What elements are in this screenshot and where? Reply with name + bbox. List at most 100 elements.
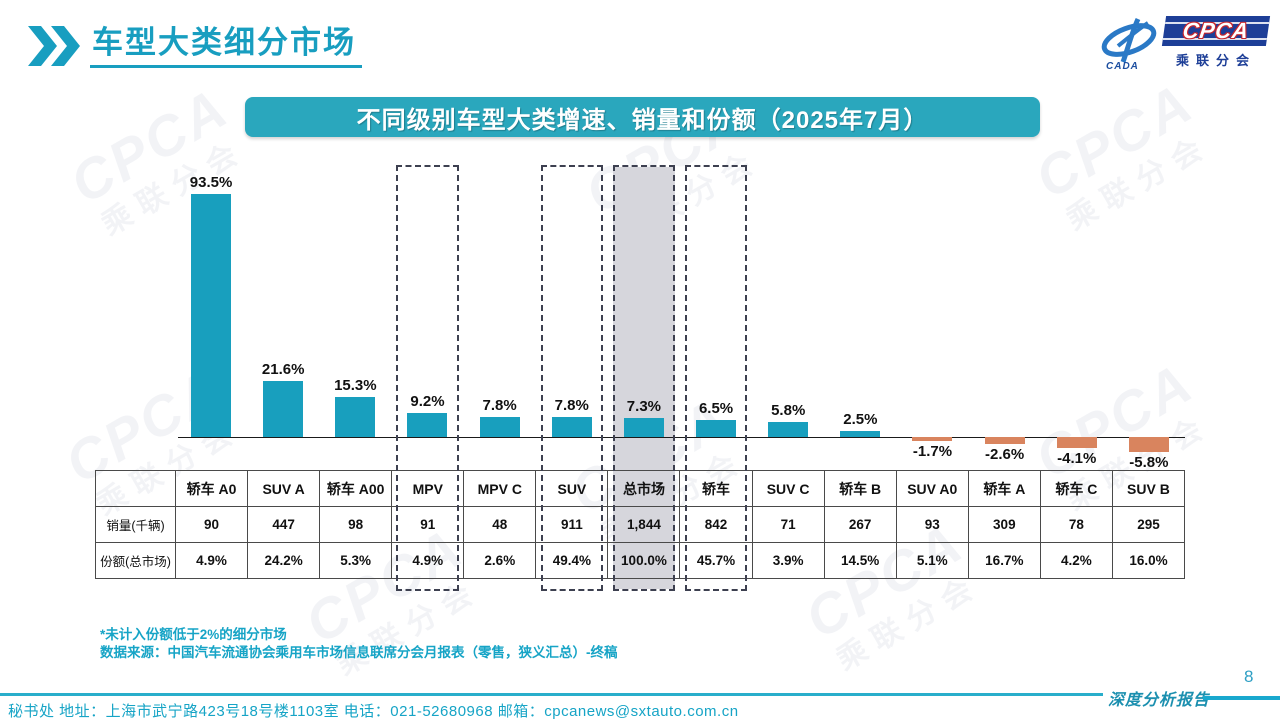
cpca-chinese-name: 乘联分会 <box>1175 53 1256 68</box>
report-type-label: 深度分析报告 <box>1108 692 1211 709</box>
bar-轿车 <box>696 420 737 437</box>
footnote-share-threshold: *未计入份额低于2%的细分市场 <box>100 627 287 642</box>
bar-轿车 A0 <box>191 193 232 437</box>
cell-销量(千辆)-SUV A: 447 <box>248 507 321 543</box>
cell-销量(千辆)-轿车 A0: 90 <box>176 507 249 543</box>
bar-轿车 A <box>984 437 1025 444</box>
contact-info: 秘书处 地址：上海市武宁路423号18号楼1103室 电话：021-526809… <box>8 703 739 720</box>
bar-value-label: 15.3% <box>334 377 377 395</box>
cell-份额(总市场)-SUV: 49.4% <box>536 543 609 579</box>
cell-份额(总市场)-SUV A0: 5.1% <box>896 543 969 579</box>
bar-value-label: 5.8% <box>771 401 806 419</box>
header-cell-轿车 B: 轿车 B <box>824 471 897 507</box>
chart-column-SUV: 7.8% <box>536 165 608 470</box>
bar-SUV B <box>1128 437 1169 453</box>
footnote-data-source: 数据来源：中国汽车流通协会乘用车市场信息联席分会月报表（零售，狭义汇总）-终稿 <box>100 645 618 660</box>
data-table: 轿车 A0 SUV A 轿车 A00 MPV MPV C SUV 总市场 轿车 SUV C 轿车 … <box>95 470 1185 579</box>
cpca-swoosh-icon: CADA <box>1098 16 1162 72</box>
cell-销量(千辆)-总市场: 1,844 <box>608 507 681 543</box>
page-number: 8 <box>1244 667 1254 686</box>
cell-销量(千辆)-SUV: 911 <box>536 507 609 543</box>
cell-份额(总市场)-SUV A: 24.2% <box>248 543 321 579</box>
footnotes: *未计入份额低于2%的细分市场 数据来源：中国汽车流通协会乘用车市场信息联席分会… <box>100 626 618 662</box>
bar-columns: 93.5% 21.6% 15.3% 9.2% 7.8% 7.8% 7.3% 6.5% 5.8% 2… <box>175 165 1185 472</box>
header: 车型大类细分市场 <box>28 25 362 71</box>
header-cell-SUV: SUV <box>536 471 609 507</box>
bar-chart: 93.5% 21.6% 15.3% 9.2% 7.8% 7.8% 7.3% 6.5% 5.8% 2… <box>175 165 1185 472</box>
bar-SUV A0 <box>912 437 953 442</box>
cpca-logo-box: CPCA <box>1161 16 1271 46</box>
cell-销量(千辆)-轿车: 842 <box>680 507 753 543</box>
header-cell-轿车 A: 轿车 A <box>968 471 1041 507</box>
cell-份额(总市场)-轿车 A0: 4.9% <box>176 543 249 579</box>
cpca-acronym: CPCA <box>1181 18 1251 43</box>
header-cell-SUV A: SUV A <box>248 471 321 507</box>
cell-份额(总市场)-SUV C: 3.9% <box>752 543 825 579</box>
double-chevron-icon <box>28 26 82 71</box>
bar-value-label: -2.6% <box>985 445 1025 463</box>
bar-SUV A <box>263 380 304 437</box>
cell-销量(千辆)-轿车 A: 309 <box>968 507 1041 543</box>
bar-SUV C <box>768 421 809 437</box>
cell-份额(总市场)-轿车 B: 14.5% <box>824 543 897 579</box>
footer-divider-line <box>0 693 1103 696</box>
cell-销量(千辆)-轿车 B: 267 <box>824 507 897 543</box>
cell-销量(千辆)-MPV C: 48 <box>464 507 537 543</box>
table-corner-cell <box>96 471 176 507</box>
cell-份额(总市场)-轿车 A: 16.7% <box>968 543 1041 579</box>
chart-column-轿车 B: 2.5% <box>824 165 896 470</box>
chart-column-MPV C: 7.8% <box>464 165 536 470</box>
bar-value-label: 7.8% <box>554 396 589 414</box>
bar-value-label: -1.7% <box>912 443 953 461</box>
row-label-销量(千辆): 销量(千辆) <box>96 507 176 543</box>
header-cell-总市场: 总市场 <box>608 471 681 507</box>
cell-销量(千辆)-轿车 A00: 98 <box>320 507 393 543</box>
cell-份额(总市场)-SUV B: 16.0% <box>1112 543 1185 579</box>
x-axis-line <box>178 437 1185 438</box>
cpca-logo-text: CPCA 乘联分会 <box>1161 16 1271 69</box>
header-cell-轿车 C: 轿车 C <box>1040 471 1113 507</box>
row-label-份额(总市场): 份额(总市场) <box>96 543 176 579</box>
cell-销量(千辆)-MPV: 91 <box>392 507 465 543</box>
cpca-logo: CADA CPCA 乘联分会 <box>1098 16 1271 72</box>
footer-divider-line-right <box>1203 696 1280 700</box>
cada-text: CADA <box>1106 61 1139 72</box>
cell-份额(总市场)-轿车 A00: 5.3% <box>320 543 393 579</box>
chart-column-SUV B: -5.8% <box>1113 165 1185 472</box>
cell-份额(总市场)-MPV: 4.9% <box>392 543 465 579</box>
chart-column-SUV C: 5.8% <box>752 165 824 470</box>
cell-份额(总市场)-总市场: 100.0% <box>608 543 681 579</box>
chart-column-轿车 A0: 93.5% <box>175 165 247 470</box>
bar-value-label: 21.6% <box>261 360 305 378</box>
header-cell-SUV B: SUV B <box>1112 471 1185 507</box>
bar-value-label: 7.8% <box>482 396 517 414</box>
bar-总市场 <box>623 418 664 437</box>
header-cell-轿车 A0: 轿车 A0 <box>176 471 249 507</box>
chart-column-MPV: 9.2% <box>391 165 463 470</box>
page-title: 车型大类细分市场 <box>90 25 362 69</box>
bar-轿车 B <box>840 430 881 437</box>
bar-value-label: 93.5% <box>189 173 233 191</box>
bar-value-label: 7.3% <box>626 398 662 416</box>
cell-销量(千辆)-轿车 C: 78 <box>1040 507 1113 543</box>
header-cell-SUV C: SUV C <box>752 471 825 507</box>
bar-value-label: -4.1% <box>1057 449 1097 467</box>
header-cell-SUV A0: SUV A0 <box>896 471 969 507</box>
chart-column-SUV A0: -1.7% <box>896 165 968 470</box>
bar-MPV C <box>479 416 520 437</box>
bar-轿车 A00 <box>335 397 376 437</box>
header-cell-轿车 A00: 轿车 A00 <box>320 471 393 507</box>
bar-value-label: 9.2% <box>410 393 445 411</box>
bar-value-label: -5.8% <box>1129 454 1169 472</box>
chart-column-轿车 C: -4.1% <box>1041 165 1113 470</box>
chart-column-SUV A: 21.6% <box>247 165 319 470</box>
cell-份额(总市场)-MPV C: 2.6% <box>464 543 537 579</box>
cell-份额(总市场)-轿车: 45.7% <box>680 543 753 579</box>
header-cell-轿车: 轿车 <box>680 471 753 507</box>
chart-title-banner: 不同级别车型大类增速、销量和份额（2025年7月） <box>245 97 1040 137</box>
cell-销量(千辆)-SUV A0: 93 <box>896 507 969 543</box>
chart-column-轿车: 6.5% <box>680 165 752 470</box>
header-cell-MPV C: MPV C <box>464 471 537 507</box>
bar-轿车 C <box>1056 437 1097 448</box>
chart-column-总市场: 7.3% <box>608 165 680 470</box>
